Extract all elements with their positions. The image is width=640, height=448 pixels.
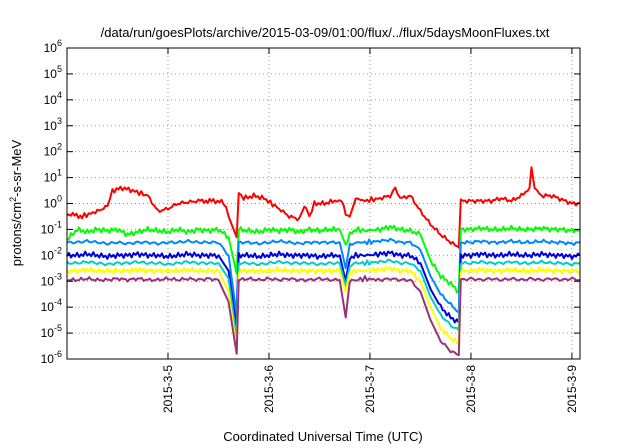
y-axis-label: protons/cm2-s-sr-MeV xyxy=(8,139,24,266)
flux-series-line xyxy=(66,250,581,329)
y-tick-label: 102 xyxy=(44,142,62,159)
y-tick-base: 10 xyxy=(44,119,58,133)
y-tick-label: 104 xyxy=(44,90,62,107)
flux-series-line xyxy=(66,265,581,350)
y-tick-exp: -2 xyxy=(54,245,62,255)
y-tick-base: 10 xyxy=(41,352,55,366)
y-tick-label: 10-4 xyxy=(41,297,62,314)
x-axis-label: Coordinated Universal Time (UTC) xyxy=(223,429,422,444)
x-tick-label: 2015-3-5 xyxy=(161,365,175,413)
y-tick-exp: 0 xyxy=(57,194,62,204)
y-tick-label: 101 xyxy=(44,168,62,185)
y-tick-label: 10-3 xyxy=(41,271,62,288)
y-tick-label: 10-6 xyxy=(41,349,62,366)
y-tick-base: 10 xyxy=(44,93,58,107)
axis-layer: 10610510410310210110010-110-210-310-410-… xyxy=(41,38,580,413)
y-tick-base: 10 xyxy=(41,274,55,288)
y-tick-exp: 6 xyxy=(57,38,62,48)
y-tick-label: 106 xyxy=(44,38,62,55)
flux-series-line xyxy=(66,224,581,294)
y-tick-exp: 1 xyxy=(57,168,62,178)
series-layer xyxy=(66,166,581,357)
y-tick-label: 10-2 xyxy=(41,245,62,262)
y-tick-base: 10 xyxy=(44,41,58,55)
y-tick-exp: 2 xyxy=(57,142,62,152)
flux-series-line xyxy=(66,237,580,316)
y-tick-exp: -3 xyxy=(54,271,62,281)
y-axis-label-rest: -s-sr-MeV xyxy=(9,139,24,196)
y-tick-base: 10 xyxy=(44,171,58,185)
y-tick-exp: -5 xyxy=(54,323,62,333)
x-tick-label: 2015-3-6 xyxy=(262,365,276,413)
y-axis-label-base: protons/cm xyxy=(9,202,24,266)
flux-series-line xyxy=(66,258,581,340)
y-tick-exp: 3 xyxy=(57,116,62,126)
y-tick-exp: -1 xyxy=(54,219,62,229)
chart-title: /data/run/goesPlots/archive/2015-03-09/0… xyxy=(101,25,550,40)
y-tick-label: 10-5 xyxy=(41,323,62,340)
x-tick-label: 2015-3-8 xyxy=(464,365,478,413)
flux-series-line xyxy=(66,275,581,357)
x-tick-label: 2015-3-9 xyxy=(565,365,579,413)
y-tick-exp: 5 xyxy=(57,64,62,74)
y-tick-exp: -6 xyxy=(54,349,62,359)
y-tick-exp: 4 xyxy=(57,90,62,100)
y-tick-base: 10 xyxy=(44,145,58,159)
y-axis-label-sup: 2 xyxy=(8,197,18,202)
y-tick-base: 10 xyxy=(41,300,55,314)
flux-series-line xyxy=(66,166,581,249)
x-tick-label: 2015-3-7 xyxy=(363,365,377,413)
y-tick-exp: -4 xyxy=(54,297,62,307)
y-tick-base: 10 xyxy=(41,248,55,262)
y-tick-base: 10 xyxy=(44,197,58,211)
y-tick-base: 10 xyxy=(41,222,55,236)
y-tick-label: 100 xyxy=(44,194,62,211)
y-tick-label: 105 xyxy=(44,64,62,81)
y-tick-base: 10 xyxy=(44,67,58,81)
y-tick-label: 10-1 xyxy=(41,219,62,236)
y-tick-label: 103 xyxy=(44,116,62,133)
y-tick-base: 10 xyxy=(41,326,55,340)
